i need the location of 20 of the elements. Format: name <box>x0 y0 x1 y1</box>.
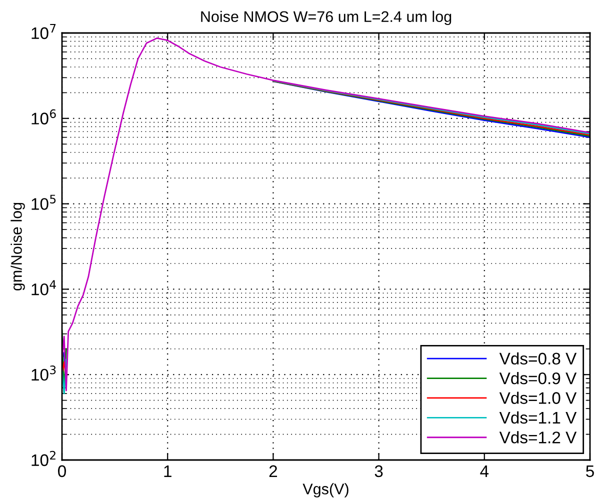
y-tick-label: 10$^{6}$ <box>32 109 56 124</box>
legend-label: Vds=1.0 V <box>499 392 577 404</box>
chart-title: Noise NMOS W=76 um L=2.4 um log <box>201 10 452 26</box>
x-tick-label: 0 <box>58 465 66 478</box>
legend-label: Vds=1.2 V <box>499 431 577 444</box>
x-axis-title: Vgs(V) <box>302 483 348 498</box>
y-axis-title: gm/Noise log <box>10 202 25 290</box>
y-tick-label: 10$^{3}$ <box>32 365 56 381</box>
legend-label: Vds=1.1 V <box>499 411 577 424</box>
y-tick-label: 10$^{4}$ <box>32 280 56 296</box>
y-tick-label: 10$^{2}$ <box>32 450 56 466</box>
y-tick-label: 10$^{5}$ <box>32 194 56 210</box>
x-tick-label: 4 <box>480 465 489 477</box>
x-tick-label: 5 <box>586 465 594 478</box>
legend-label: Vds=0.9 V <box>499 372 577 384</box>
legend-label: Vds=0.8 V <box>499 352 577 365</box>
y-tick-label: 10$^{7}$ <box>32 24 56 40</box>
x-tick-label: 1 <box>164 465 172 477</box>
x-tick-label: 2 <box>269 465 277 477</box>
x-tick-label: 3 <box>374 465 383 478</box>
